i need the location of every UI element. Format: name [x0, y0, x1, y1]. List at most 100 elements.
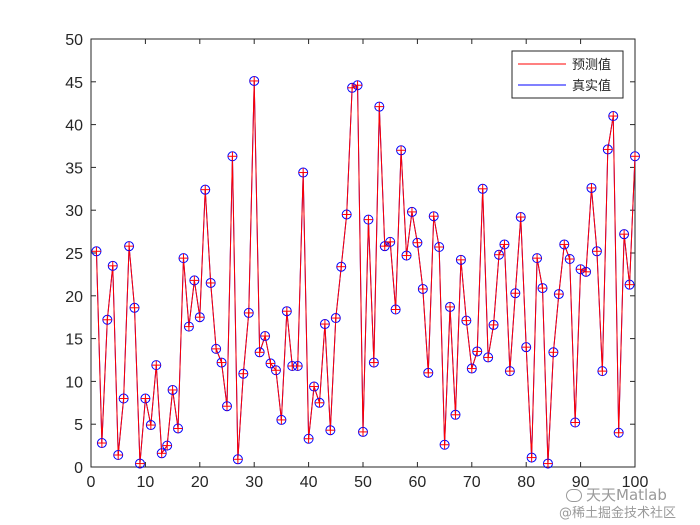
- predicted-point: [499, 239, 509, 249]
- predicted-point: [271, 365, 281, 375]
- predicted-point: [396, 145, 406, 155]
- watermark-brand: 天天Matlab: [566, 484, 667, 505]
- predicted-point: [576, 264, 586, 274]
- predicted-point: [434, 242, 444, 252]
- predicted-point: [157, 448, 167, 458]
- predicted-point: [586, 183, 596, 193]
- predicted-point: [483, 352, 493, 362]
- predicted-point: [353, 80, 363, 90]
- predicted-point: [314, 398, 324, 408]
- predicted-point: [619, 229, 629, 239]
- y-tick-label: 20: [65, 289, 83, 306]
- predicted-point: [391, 304, 401, 314]
- predicted-point: [342, 209, 352, 219]
- watermark-source: @稀土掘金技术社区: [559, 506, 677, 521]
- predicted-point: [614, 428, 624, 438]
- predicted-point: [412, 238, 422, 248]
- predicted-point: [559, 239, 569, 249]
- predicted-point: [407, 207, 417, 217]
- predicted-point: [227, 151, 237, 161]
- predicted-point: [402, 251, 412, 261]
- predicted-point: [418, 284, 428, 294]
- predicted-point: [336, 262, 346, 272]
- predicted-point: [309, 382, 319, 392]
- predicted-point: [320, 319, 330, 329]
- predicted-point: [200, 185, 210, 195]
- predicted-point: [565, 254, 575, 264]
- x-tick-label: 90: [572, 474, 590, 491]
- predicted-point: [266, 358, 276, 368]
- predicted-point: [423, 368, 433, 378]
- predicted-point: [173, 423, 183, 433]
- predicted-point: [238, 369, 248, 379]
- y-tick-label: 25: [65, 246, 83, 263]
- predicted-point: [184, 322, 194, 332]
- predicted-point: [124, 241, 134, 251]
- series-line-0: [95, 80, 636, 464]
- predicted-point: [548, 347, 558, 357]
- predicted-point: [538, 283, 548, 293]
- predicted-point: [222, 401, 232, 411]
- predicted-point: [304, 434, 314, 444]
- predicted-point: [527, 453, 537, 463]
- predicted-point: [608, 111, 618, 121]
- predicted-point: [358, 427, 368, 437]
- predicted-point: [445, 302, 455, 312]
- predicted-point: [146, 420, 156, 430]
- predicted-point: [97, 438, 107, 448]
- predicted-point: [385, 237, 395, 247]
- x-tick-label: 20: [191, 474, 209, 491]
- y-tick-label: 15: [65, 332, 83, 349]
- watermark-text-1: 天天Matlab: [586, 486, 667, 504]
- y-tick-label: 30: [65, 203, 83, 220]
- series-lines: [95, 80, 636, 464]
- predicted-point: [162, 441, 172, 451]
- predicted-point: [554, 289, 564, 299]
- legend: 预测值 真实值: [511, 50, 624, 99]
- predicted-point: [570, 417, 580, 427]
- predicted-point: [461, 316, 471, 326]
- y-tick-label: 45: [65, 75, 83, 92]
- predicted-point: [113, 450, 123, 460]
- legend-label-actual: 真实值: [572, 78, 611, 94]
- predicted-point: [450, 410, 460, 420]
- y-tick-label: 0: [74, 460, 83, 477]
- predicted-point: [467, 364, 477, 374]
- predicted-point: [282, 306, 292, 316]
- x-tick-label: 40: [300, 474, 318, 491]
- x-tick-label: 70: [463, 474, 481, 491]
- predicted-point: [521, 342, 531, 352]
- x-tick-label: 10: [137, 474, 155, 491]
- x-tick-label: 100: [622, 474, 649, 491]
- plot-area: [90, 38, 636, 468]
- predicted-point: [532, 253, 542, 263]
- predicted-point: [478, 184, 488, 194]
- predicted-point: [255, 347, 265, 357]
- predicted-point: [592, 246, 602, 256]
- x-tick-label: 50: [354, 474, 372, 491]
- legend-label-predicted: 预测值: [572, 57, 611, 73]
- predicted-point: [102, 315, 112, 325]
- wechat-icon: [566, 489, 582, 502]
- y-tick-label: 40: [65, 118, 83, 135]
- predicted-point: [625, 280, 635, 290]
- predicted-point: [178, 253, 188, 263]
- predicted-point: [516, 212, 526, 222]
- y-tick-label: 5: [74, 417, 83, 434]
- y-tick-label: 10: [65, 374, 83, 391]
- predicted-point: [494, 250, 504, 260]
- predicted-point: [510, 288, 520, 298]
- data-markers: [91, 75, 640, 469]
- predicted-point: [244, 308, 254, 318]
- x-tick-label: 30: [245, 474, 263, 491]
- predicted-point: [249, 76, 259, 86]
- predicted-point: [108, 261, 118, 271]
- predicted-point: [260, 331, 270, 341]
- predicted-point: [581, 267, 591, 277]
- predicted-point: [206, 278, 216, 288]
- predicted-point: [543, 459, 553, 469]
- predicted-point: [151, 360, 161, 370]
- predicted-point: [298, 168, 308, 178]
- predicted-point: [369, 358, 379, 368]
